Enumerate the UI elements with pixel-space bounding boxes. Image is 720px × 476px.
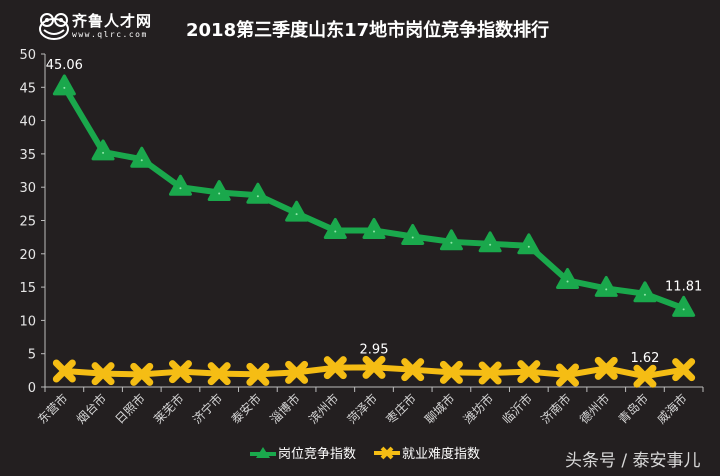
y-tick-label: 35 [19,148,36,163]
x-tick-label: 东营市 [34,391,70,427]
x-marker-icon [362,355,386,379]
x-marker-icon [52,359,76,383]
triangle-marker-icon [130,146,154,168]
chart-legend: 岗位竞争指数 就业难度指数 [250,443,480,462]
x-tick-label: 菏泽市 [344,391,380,427]
legend-item-difficulty: 就业难度指数 [374,443,480,462]
chart-header: 齐鲁人才网 www.qlrc.com 2018第三季度山东17地市岗位竞争指数排… [0,0,720,50]
x-marker-icon [672,358,696,382]
x-tick-label: 临沂市 [499,391,535,427]
data-label: 1.62 [630,351,659,366]
x-tick-label: 烟台市 [73,391,109,427]
logo-url: www.qlrc.com [72,30,148,39]
data-label: 45.06 [46,58,83,73]
x-marker-icon [285,360,309,384]
y-tick-label: 45 [19,81,36,96]
x-marker-icon [207,362,231,386]
x-marker-icon [633,364,657,388]
y-tick-label: 25 [19,215,36,230]
triangle-marker-icon [672,295,696,317]
triangle-marker-icon [594,275,618,297]
triangle-marker-icon [52,74,76,96]
y-tick-label: 15 [19,281,36,296]
x-marker-icon [401,358,425,382]
x-marker-icon [517,360,541,384]
y-tick-label: 40 [19,115,36,130]
y-tick-label: 30 [19,181,36,196]
x-marker-icon [323,356,347,380]
x-tick-label: 威海市 [654,391,690,427]
frog-logo-icon [39,13,69,40]
y-tick-label: 0 [28,381,36,396]
triangle-marker-icon [207,180,231,202]
x-marker-icon [439,360,463,384]
x-marker-icon [130,362,154,386]
x-tick-label: 泰安市 [228,391,264,427]
triangle-marker-icon [362,217,386,239]
x-tick-label: 莱芜市 [151,391,187,427]
logo-name: 齐鲁人才网 [72,12,153,30]
x-marker-icon [246,362,270,386]
data-label: 11.81 [665,279,702,294]
x-tick-label: 济宁市 [189,391,225,427]
yellow-x-legend-icon [374,446,401,459]
x-tick-label: 济南市 [538,391,574,427]
x-tick-label: 潍坊市 [460,391,496,427]
x-tick-label: 滨州市 [305,391,341,427]
legend-item-competition: 岗位竞争指数 [250,443,356,462]
x-tick-label: 淄博市 [267,391,303,427]
chart-title: 2018第三季度山东17地市岗位竞争指数排行 [186,20,550,41]
watermark: 头条号 / 泰安事儿 [565,451,701,471]
triangle-marker-icon [168,174,192,196]
triangle-marker-icon [246,182,270,204]
logo: 齐鲁人才网 www.qlrc.com [38,10,168,42]
x-marker-icon [168,360,192,384]
x-tick-label: 枣庄市 [383,391,419,427]
legend-label-difficulty: 就业难度指数 [402,447,481,462]
triangle-marker-icon [439,229,463,251]
x-marker-icon [556,363,580,387]
x-marker-icon [478,361,502,385]
triangle-marker-icon [285,200,309,222]
y-tick-label: 10 [19,314,36,329]
triangle-marker-icon [401,223,425,245]
triangle-marker-icon [323,217,347,239]
data-label: 2.95 [360,342,389,357]
y-tick-label: 50 [19,48,36,63]
green-triangle-legend-icon [250,446,276,458]
x-tick-label: 青岛市 [615,391,651,427]
x-tick-label: 德州市 [576,391,612,427]
x-marker-icon [594,356,618,380]
y-tick-label: 20 [19,248,36,263]
series-competition-index [52,74,696,317]
triangle-marker-icon [517,233,541,255]
triangle-marker-icon [556,267,580,289]
series-difficulty-index [52,355,696,388]
x-tick-label: 日照市 [112,391,148,427]
triangle-marker-icon [91,139,115,161]
legend-label-competition: 岗位竞争指数 [278,447,357,462]
x-tick-label: 聊城市 [421,391,457,427]
triangle-marker-icon [633,281,657,303]
triangle-marker-icon [478,231,502,253]
y-tick-label: 5 [28,348,36,363]
x-marker-icon [91,362,115,386]
